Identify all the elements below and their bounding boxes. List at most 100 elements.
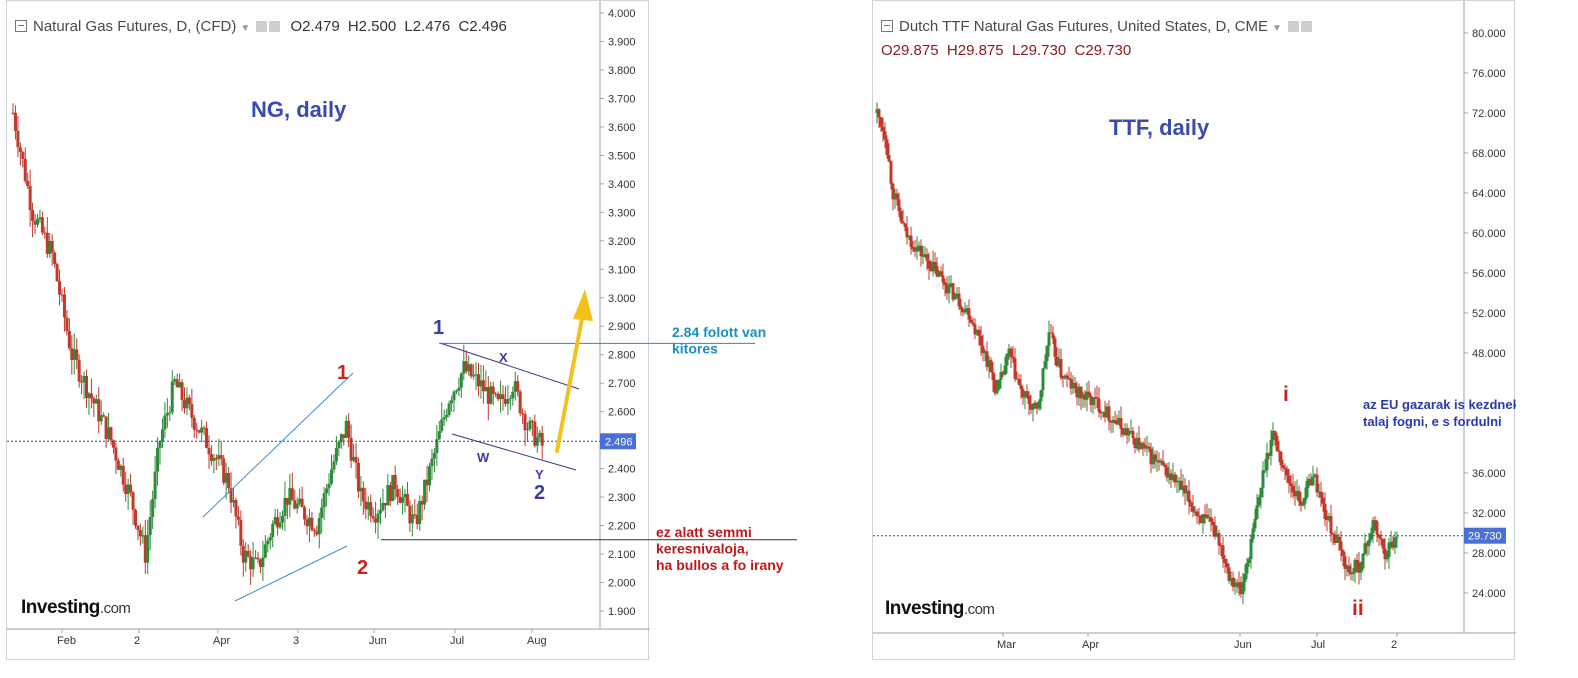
ttf-candle — [1001, 371, 1005, 375]
ttf-candle — [1099, 411, 1103, 414]
ttf-candle — [1255, 505, 1259, 519]
bullish-arrow-head — [573, 289, 593, 321]
ng-candle — [143, 535, 147, 563]
ttf-chart-panel[interactable]: Dutch TTF Natural Gas Futures, United St… — [872, 0, 1516, 661]
ng-candle — [276, 517, 280, 528]
ng-candle — [104, 416, 108, 439]
ttf-candle — [1383, 548, 1387, 560]
ng-candle — [442, 417, 446, 420]
chevron-down-icon[interactable]: ▼ — [240, 23, 251, 34]
ng-candle — [65, 317, 69, 331]
ng-candle — [205, 428, 209, 448]
ttf-candle — [1299, 501, 1303, 506]
annotation-line: kitores — [672, 341, 718, 357]
x-tick-label: Feb — [57, 635, 76, 647]
ng-chart-panel[interactable]: Natural Gas Futures, D, (CFD) ▼ O2.479 H2… — [6, 0, 797, 661]
ttf-candle — [1243, 573, 1247, 582]
ttf-candle — [1067, 378, 1071, 380]
ttf-candle — [1361, 553, 1365, 569]
ttf-candle — [1197, 515, 1201, 517]
ttf-candle — [1003, 365, 1007, 375]
ng-candle — [219, 455, 223, 459]
ng-candle — [538, 432, 542, 438]
ng-plot[interactable]: 4.000 3.900 3.800 3.700 3.600 3.500 3.400 3.300… — [7, 1, 797, 661]
ng-candle — [246, 550, 250, 557]
y-tick-label: 3.700 — [608, 93, 636, 105]
y-tick-label: 3.100 — [608, 264, 636, 276]
ttf-candle — [1107, 406, 1111, 422]
ng-candle — [535, 437, 539, 446]
ttf-candle — [889, 161, 893, 184]
ttf-candle — [1365, 543, 1369, 547]
ng-candle — [266, 540, 270, 545]
ttf-candle — [1241, 581, 1245, 595]
ng-candle — [432, 452, 436, 459]
ng-candle — [236, 516, 240, 520]
ng-candle — [283, 497, 287, 516]
y-tick-label: 76.000 — [1472, 68, 1506, 80]
ng-candle — [67, 330, 71, 349]
ng-candle — [298, 498, 302, 504]
ttf-candle — [1151, 454, 1155, 465]
ttf-candle — [1037, 401, 1041, 409]
ng-candle — [337, 442, 341, 449]
ttf-candle — [893, 193, 897, 200]
ttf-candle — [983, 351, 987, 354]
ng-candle — [447, 403, 451, 415]
ttf-candle — [1097, 398, 1101, 412]
ttf-candle — [1313, 474, 1317, 477]
ttf-candle — [1341, 550, 1345, 557]
ng-candle — [403, 493, 407, 498]
annotation-line: talaj fogni, e s fordulni — [1363, 414, 1502, 429]
x-tick-label: Jun — [1234, 639, 1252, 651]
ttf-candle — [895, 193, 899, 200]
ng-candle — [462, 361, 466, 374]
ng-candle — [271, 523, 275, 538]
ng-candle — [332, 461, 336, 470]
chevron-down-icon[interactable]: ▼ — [1272, 23, 1282, 34]
wave-label: X — [499, 350, 508, 365]
x-tick-label: Apr — [213, 635, 230, 647]
ng-candle — [224, 473, 228, 483]
ttf-candle — [1231, 577, 1235, 587]
ng-candle — [450, 400, 454, 404]
ttf-candle — [1177, 480, 1181, 482]
ng-candle — [53, 252, 57, 265]
ttf-candle — [1027, 395, 1031, 404]
settings-icon[interactable] — [256, 21, 268, 32]
ng-candle — [494, 393, 498, 395]
ng-candle — [82, 376, 86, 383]
ng-candle — [229, 487, 233, 503]
ng-candle — [307, 517, 311, 527]
x-tick-label: Jul — [1311, 639, 1325, 651]
ng-candle — [45, 232, 49, 254]
ttf-candle — [1215, 533, 1219, 537]
ng-close: C2.496 — [458, 18, 507, 35]
ttf-candle — [1287, 475, 1291, 484]
y-tick-label: 2.600 — [608, 407, 636, 419]
ttf-candle — [1065, 375, 1069, 379]
ng-candle — [506, 399, 510, 404]
ng-candle — [16, 130, 20, 148]
investing-logo: Investing.com — [885, 598, 995, 619]
ng-candle — [156, 447, 160, 472]
ttf-candle — [1061, 377, 1065, 379]
ttf-candle — [1205, 514, 1209, 518]
ttf-candle — [925, 254, 929, 261]
ttf-candle — [1063, 375, 1067, 379]
ttf-candle — [929, 268, 933, 272]
collapse-icon[interactable] — [881, 20, 893, 32]
ttf-plot[interactable]: 80.000 76.000 72.000 68.000 64.000 60.000 56.0… — [873, 1, 1516, 661]
ttf-candle — [1301, 503, 1305, 506]
ttf-candle — [1381, 538, 1385, 549]
y-tick-label: 3.400 — [608, 179, 636, 191]
gear-icon[interactable] — [269, 21, 281, 32]
gear-icon[interactable] — [1300, 21, 1312, 32]
ttf-candle — [951, 283, 955, 300]
collapse-icon[interactable] — [15, 20, 27, 32]
ng-candle — [342, 434, 346, 438]
settings-icon[interactable] — [1287, 21, 1299, 32]
y-tick-label: 64.000 — [1472, 188, 1506, 200]
ng-candle — [50, 240, 54, 253]
ng-candle — [13, 112, 17, 131]
